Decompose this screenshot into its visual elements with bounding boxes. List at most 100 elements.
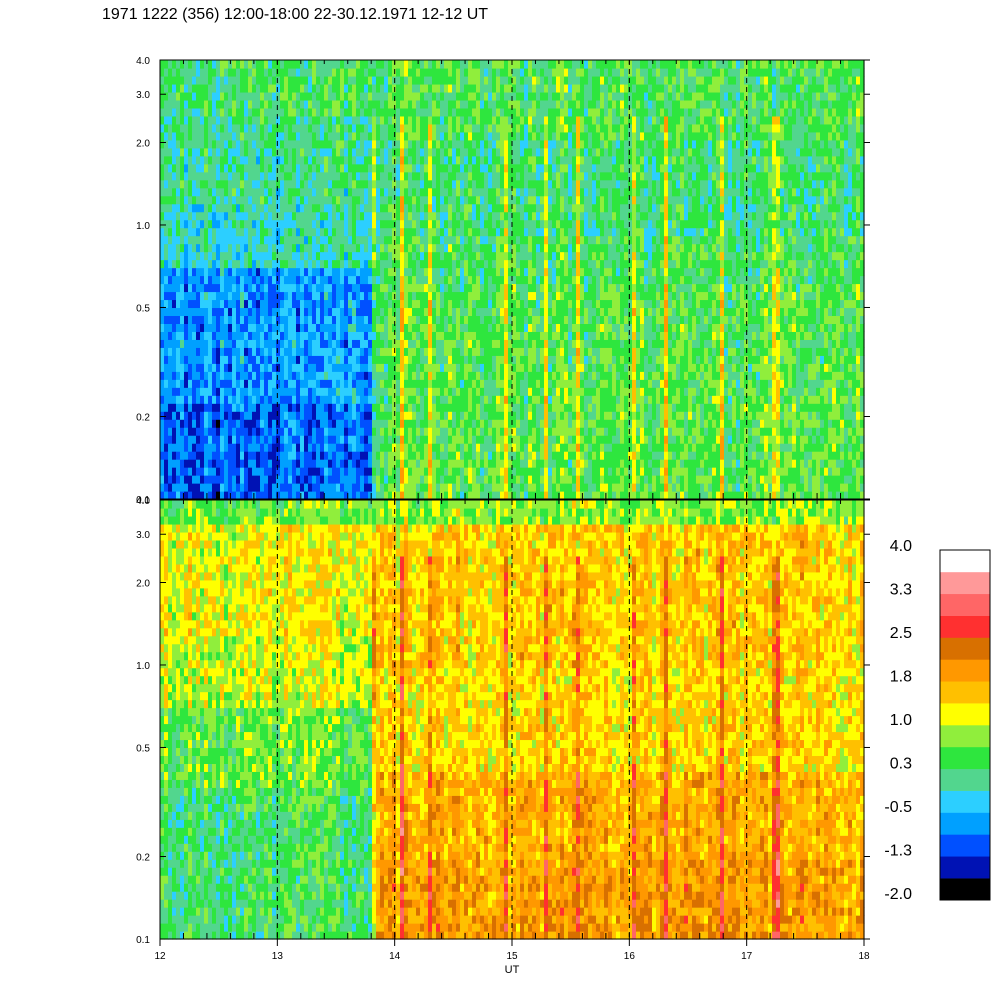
heatmap-cell: [404, 451, 409, 460]
heatmap-cell: [504, 268, 509, 277]
heatmap-cell: [396, 196, 401, 205]
heatmap-cell: [344, 331, 349, 340]
heatmap-cell: [376, 100, 381, 109]
heatmap-cell: [520, 411, 525, 420]
heatmap-cell: [252, 331, 257, 340]
heatmap-cell: [364, 220, 369, 229]
heatmap-cell: [276, 244, 281, 253]
heatmap-cell: [416, 363, 421, 372]
heatmap-cell: [512, 491, 517, 500]
heatmap-cell: [444, 427, 449, 436]
heatmap-cell: [448, 276, 453, 285]
heatmap-cell: [276, 419, 281, 428]
heatmap-cell: [200, 467, 205, 476]
heatmap-cell: [424, 212, 429, 221]
heatmap-cell: [240, 252, 245, 261]
heatmap-cell: [444, 387, 449, 396]
heatmap-cell: [272, 483, 277, 492]
heatmap-cell: [516, 299, 521, 308]
heatmap-cell: [384, 363, 389, 372]
heatmap-cell: [168, 475, 173, 484]
heatmap-cell: [520, 172, 525, 181]
heatmap-cell: [248, 220, 253, 229]
heatmap-cell: [480, 283, 485, 292]
heatmap-cell: [160, 355, 165, 364]
heatmap-cell: [172, 427, 177, 436]
heatmap-cell: [272, 164, 277, 173]
heatmap-cell: [368, 491, 373, 500]
heatmap-cell: [260, 108, 265, 117]
heatmap-cell: [320, 196, 325, 205]
heatmap-cell: [336, 491, 341, 500]
heatmap-cell: [496, 307, 501, 316]
heatmap-cell: [312, 475, 317, 484]
heatmap-cell: [280, 459, 285, 468]
heatmap-cell: [512, 140, 517, 149]
heatmap-cell: [284, 475, 289, 484]
heatmap-cell: [304, 244, 309, 253]
heatmap-cell: [212, 92, 217, 101]
heatmap-cell: [428, 148, 433, 157]
heatmap-cell: [468, 92, 473, 101]
heatmap-cell: [240, 108, 245, 117]
heatmap-cell: [500, 427, 505, 436]
heatmap-cell: [192, 180, 197, 189]
heatmap-cell: [348, 371, 353, 380]
heatmap-cell: [440, 283, 445, 292]
heatmap-cell: [268, 220, 273, 229]
heatmap-cell: [396, 124, 401, 133]
heatmap-cell: [292, 196, 297, 205]
heatmap-cell: [448, 220, 453, 229]
heatmap-cell: [240, 379, 245, 388]
heatmap-cell: [356, 228, 361, 237]
heatmap-cell: [276, 132, 281, 141]
heatmap-cell: [244, 100, 249, 109]
heatmap-cell: [228, 164, 233, 173]
heatmap-cell: [244, 212, 249, 221]
heatmap-cell: [288, 260, 293, 269]
heatmap-cell: [416, 443, 421, 452]
heatmap-cell: [280, 124, 285, 133]
heatmap-cell: [396, 411, 401, 420]
heatmap-cell: [284, 443, 289, 452]
heatmap-cell: [236, 236, 241, 245]
heatmap-cell: [496, 260, 501, 269]
heatmap-cell: [476, 307, 481, 316]
heatmap-cell: [264, 419, 269, 428]
heatmap-cell: [312, 60, 317, 69]
heatmap-cell: [320, 315, 325, 324]
heatmap-cell: [312, 451, 317, 460]
heatmap-cell: [388, 435, 393, 444]
heatmap-cell: [240, 387, 245, 396]
heatmap-cell: [376, 156, 381, 165]
heatmap-cell: [188, 467, 193, 476]
heatmap-cell: [184, 283, 189, 292]
heatmap-cell: [196, 435, 201, 444]
heatmap-cell: [444, 236, 449, 245]
heatmap-cell: [240, 307, 245, 316]
heatmap-cell: [220, 459, 225, 468]
heatmap-cell: [180, 435, 185, 444]
heatmap-cell: [328, 283, 333, 292]
heatmap-cell: [180, 419, 185, 428]
heatmap-cell: [180, 283, 185, 292]
heatmap-cell: [424, 347, 429, 356]
heatmap-cell: [272, 228, 277, 237]
heatmap-cell: [504, 403, 509, 412]
heatmap-cell: [416, 291, 421, 300]
heatmap-cell: [284, 427, 289, 436]
heatmap-cell: [372, 331, 377, 340]
heatmap-cell: [176, 451, 181, 460]
heatmap-cell: [472, 76, 477, 85]
heatmap-cell: [324, 172, 329, 181]
heatmap-cell: [276, 148, 281, 157]
heatmap-cell: [172, 411, 177, 420]
heatmap-cell: [280, 291, 285, 300]
heatmap-cell: [368, 276, 373, 285]
heatmap-cell: [160, 268, 165, 277]
heatmap-cell: [196, 260, 201, 269]
heatmap-cell: [396, 252, 401, 261]
heatmap-cell: [352, 244, 357, 253]
heatmap-cell: [448, 244, 453, 253]
heatmap-cell: [376, 363, 381, 372]
